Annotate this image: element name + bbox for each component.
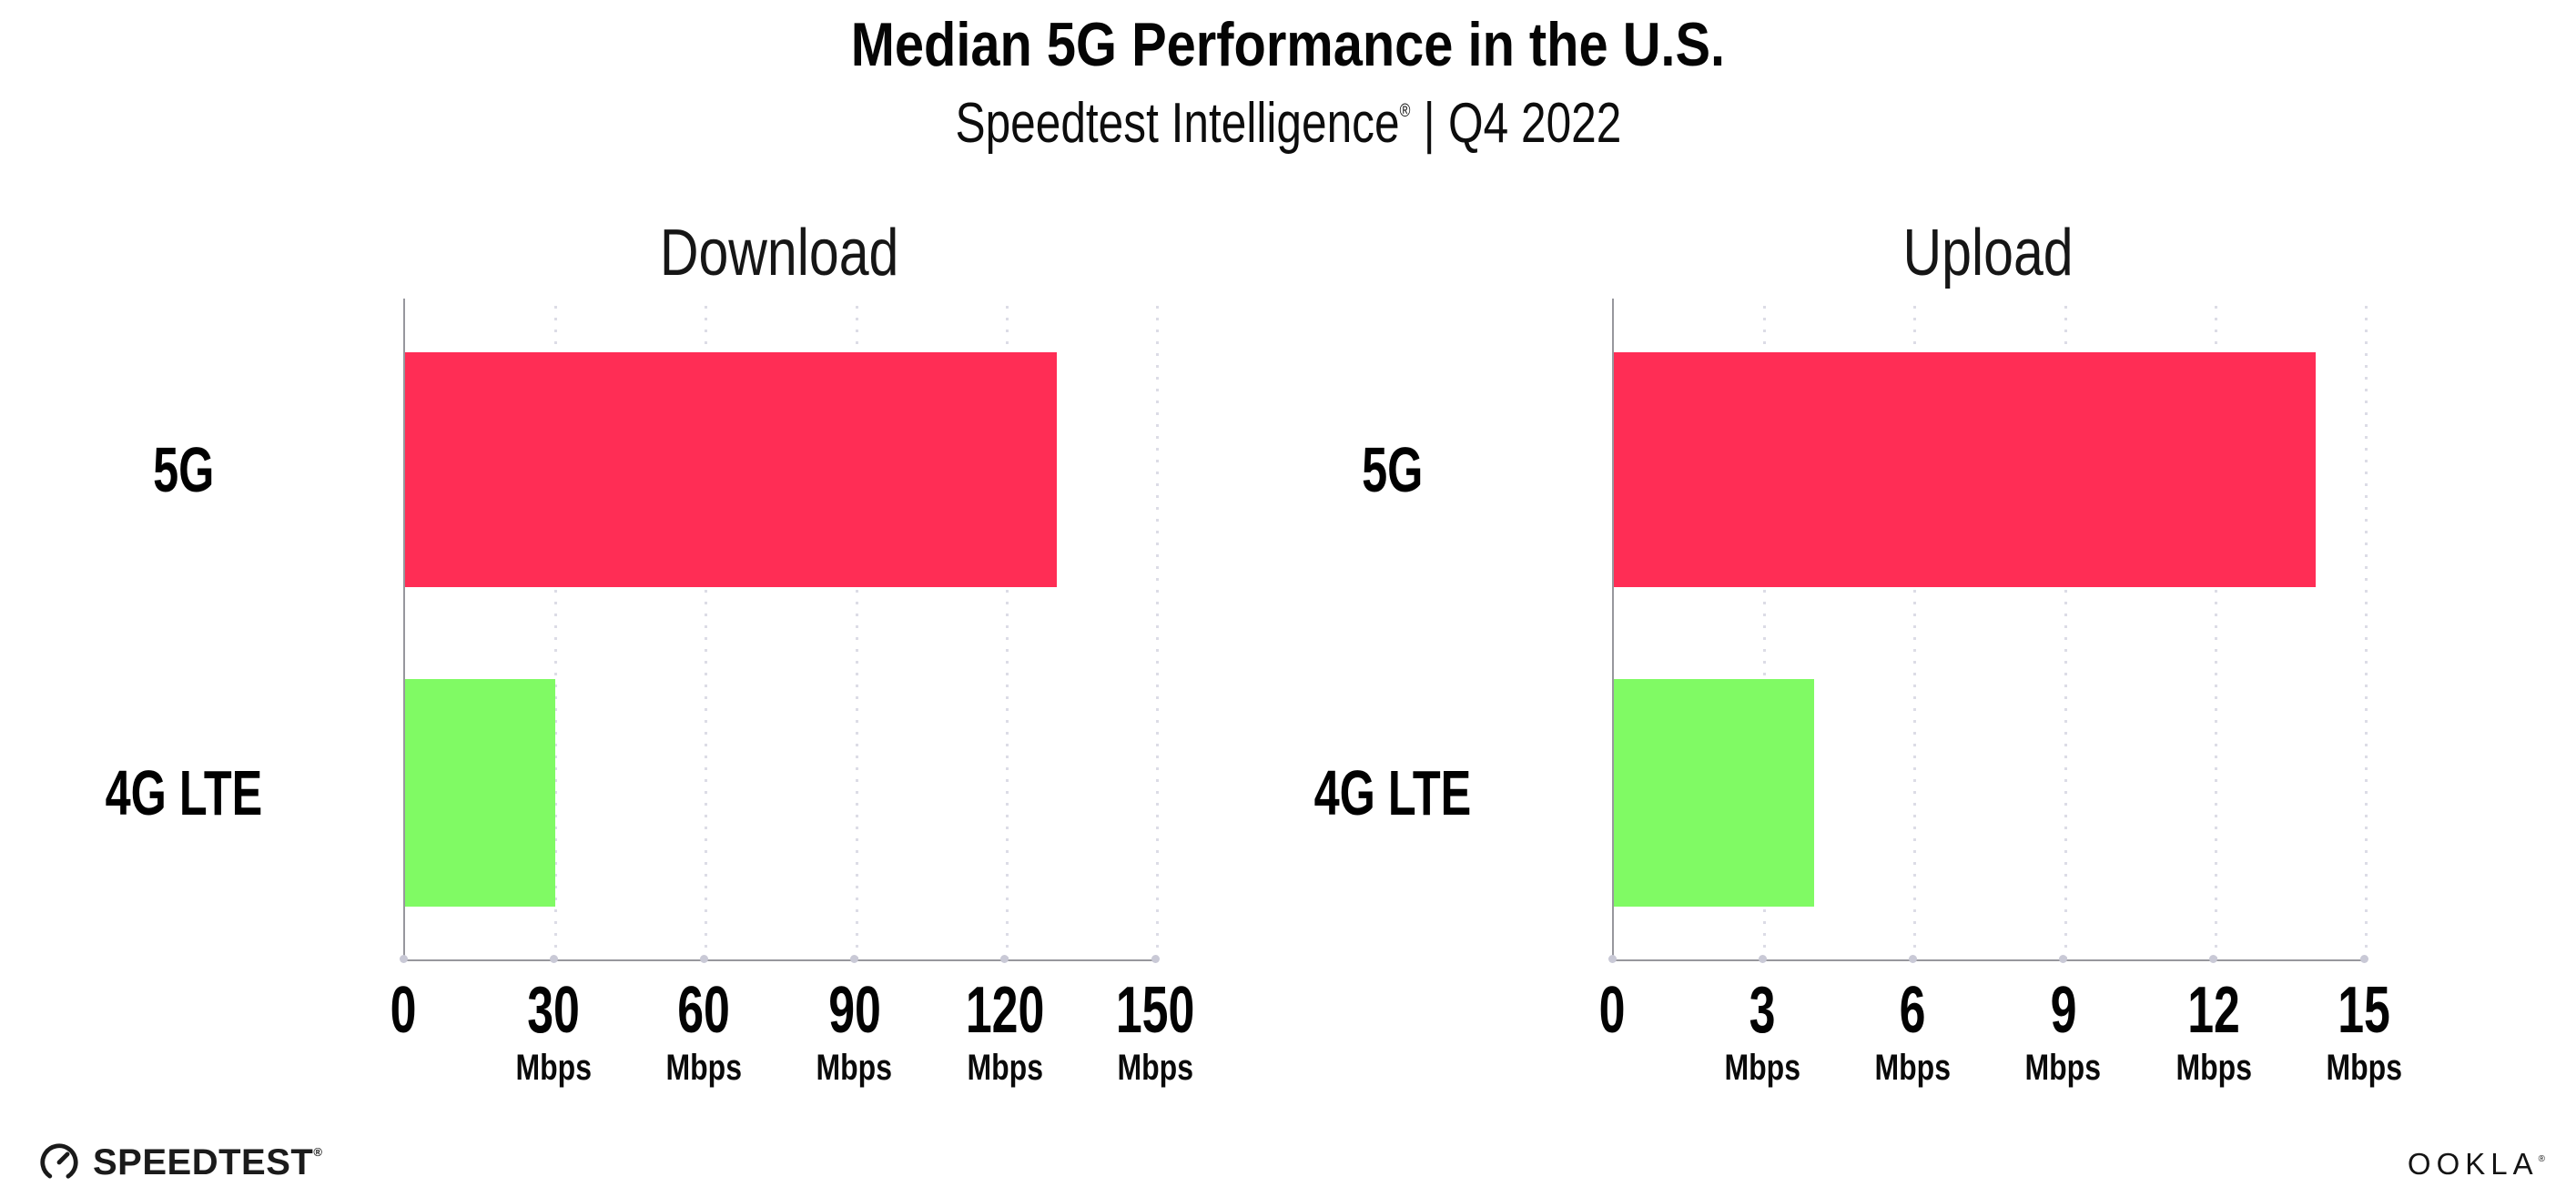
x-tick-value: 0 [390,974,417,1047]
gridline-upload-6 [1913,306,1917,959]
x-tick-upload-6: 6 Mbps [1812,976,2013,1089]
x-tick-unit: Mbps [1117,1048,1193,1088]
x-tick-value: 150 [1115,974,1195,1047]
x-tick-unit: Mbps [1874,1048,1952,1088]
axis-tick-dot [2359,955,2368,963]
bar-download-4g-lte [405,679,556,907]
axis-tick-dot [549,955,558,963]
x-tick-value: 15 [2338,974,2390,1047]
axis-tick-dot [1908,955,1917,963]
x-tick-unit: Mbps [816,1048,893,1088]
x-tick-download-0: 0 [303,976,503,1045]
x-tick-upload-15: 15 Mbps [2264,976,2464,1089]
x-tick-download-60: 60 Mbps [603,976,804,1089]
page-subtitle: Speedtest Intelligence® | Q4 2022 [0,91,2576,156]
ookla-logo: OOKLA® [2408,1147,2545,1182]
x-tick-download-120: 120 Mbps [905,976,1105,1089]
x-tick-upload-3: 3 Mbps [1662,976,1862,1089]
speedtest-wordmark: SPEEDTEST® [93,1141,322,1182]
ookla-wordmark: OOKLA [2407,1147,2539,1181]
bar-download-5g [405,352,1057,587]
page-title: Median 5G Performance in the U.S. [850,10,1726,79]
axis-tick-dot [1607,955,1617,963]
x-tick-unit: Mbps [1724,1048,1800,1088]
x-tick-download-90: 90 Mbps [755,976,955,1089]
y-label-download-4g-lte: 4G LTE [105,757,263,828]
gridline-upload-15 [2365,306,2368,959]
ookla-registered-mark: ® [2538,1154,2545,1164]
speedtest-gauge-icon [40,1143,78,1182]
y-label-download-5g: 5G [153,434,215,505]
x-tick-value: 12 [2186,974,2240,1047]
x-tick-unit: Mbps [515,1048,592,1088]
axis-tick-dot [1758,955,1767,963]
x-tick-upload-9: 9 Mbps [1963,976,2164,1089]
x-tick-value: 120 [965,974,1045,1047]
x-tick-value: 9 [2050,974,2077,1047]
x-tick-value: 6 [1899,974,1926,1047]
x-tick-download-30: 30 Mbps [453,976,654,1089]
gridline-download-60 [705,306,708,959]
x-tick-value: 0 [1598,974,1626,1047]
axis-tick-dot [850,955,859,963]
axis-tick-dot [399,955,408,963]
upload-plot-area [1612,299,2368,961]
gridline-download-30 [554,306,558,959]
x-tick-unit: Mbps [665,1048,743,1088]
bar-upload-4g-lte [1614,679,1815,907]
x-tick-value: 3 [1749,974,1776,1047]
speedtest-logo: SPEEDTEST® [38,1141,322,1183]
x-tick-value: 30 [527,974,581,1047]
download-plot-area [403,299,1159,961]
speedtest-registered-mark: ® [313,1144,322,1159]
axis-tick-dot [1151,955,1160,963]
gridline-upload-12 [2214,306,2217,959]
axis-tick-dot [2059,955,2068,963]
x-tick-value: 60 [677,974,731,1047]
chart-title-upload: Upload [1902,217,2074,289]
x-tick-unit: Mbps [2024,1048,2102,1088]
x-tick-unit: Mbps [2175,1048,2252,1088]
axis-tick-dot [1000,955,1009,963]
axis-tick-dot [2209,955,2218,963]
subtitle-brand: Speedtest Intelligence [955,92,1400,155]
gridline-upload-9 [2064,306,2067,959]
gridline-download-90 [855,306,858,959]
x-tick-upload-12: 12 Mbps [2114,976,2314,1089]
x-tick-unit: Mbps [2326,1048,2402,1088]
gridline-download-120 [1005,306,1009,959]
registered-mark: ® [1399,101,1410,121]
x-tick-unit: Mbps [967,1048,1043,1088]
x-tick-download-150: 150 Mbps [1055,976,1255,1089]
y-label-upload-4g-lte: 4G LTE [1313,757,1472,828]
chart-title-download: Download [659,217,899,289]
subtitle-period: Q4 2022 [1447,92,1621,155]
gridline-upload-3 [1763,306,1767,959]
x-tick-value: 90 [827,974,881,1047]
y-label-upload-5g: 5G [1362,434,1424,505]
gridline-download-150 [1156,306,1159,959]
bar-upload-5g [1614,352,2316,587]
x-tick-upload-0: 0 [1512,976,1712,1045]
subtitle-separator: | [1423,92,1435,155]
axis-tick-dot [699,955,708,963]
